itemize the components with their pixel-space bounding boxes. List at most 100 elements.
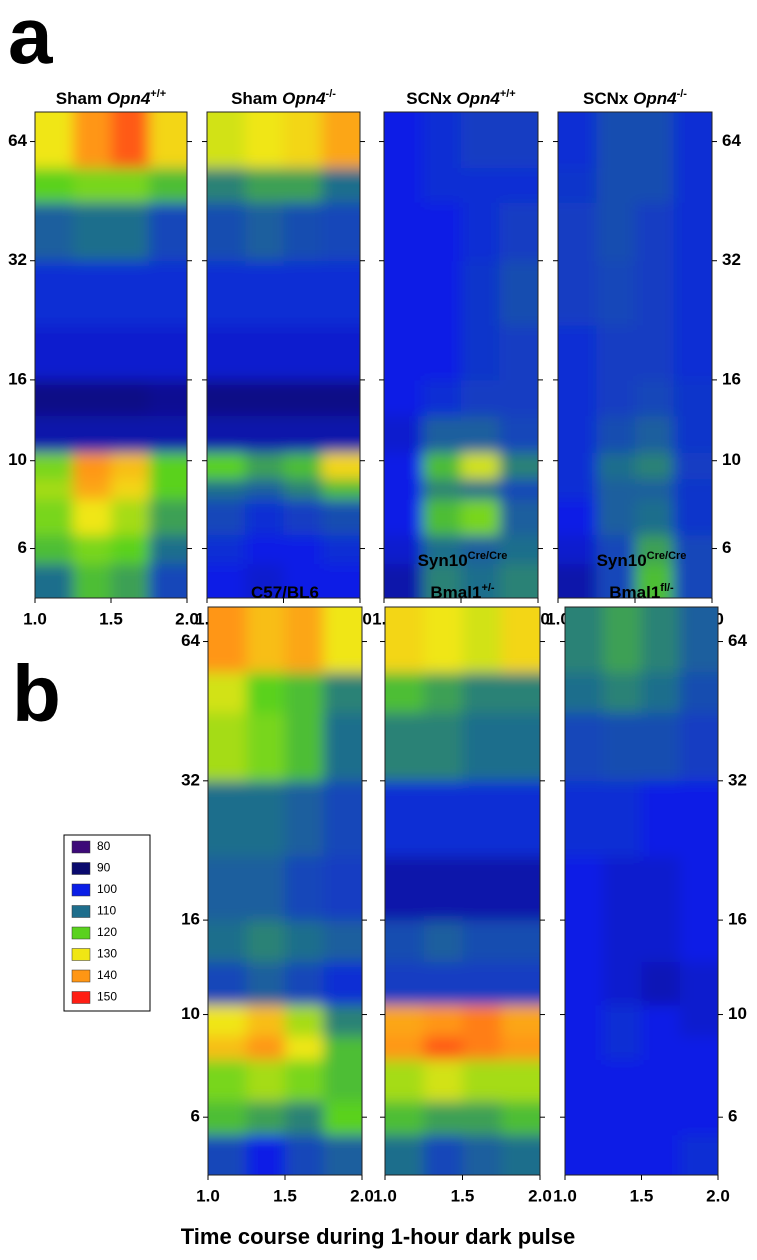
- heatmap-cell: [246, 607, 286, 673]
- heatmap-cell: [245, 112, 284, 169]
- heatmap-cell: [285, 961, 324, 1006]
- heatmap-cell: [565, 780, 604, 857]
- heatmap-cell: [384, 563, 423, 598]
- heatmap-cell: [423, 607, 463, 673]
- heatmap-cell: [558, 260, 597, 326]
- heatmap-panel: [35, 112, 187, 598]
- heatmap-cell: [461, 379, 500, 417]
- heatmap-cell: [603, 856, 642, 921]
- heatmap-cell: [385, 856, 425, 921]
- heatmap-cell: [149, 167, 187, 203]
- heatmap-cell: [565, 607, 604, 673]
- heatmap-cell: [635, 325, 674, 381]
- heatmap-cell: [596, 415, 636, 453]
- heatmap-cell: [385, 1035, 425, 1060]
- heatmap-cell: [111, 202, 150, 262]
- heatmap-cell: [73, 112, 112, 169]
- heatmap-cell: [285, 712, 324, 782]
- heatmap-cell: [423, 671, 463, 713]
- heatmap-cell: [323, 607, 362, 673]
- heatmap-cell: [283, 379, 323, 417]
- legend-label: 120: [97, 925, 117, 939]
- legend-swatch: [71, 883, 91, 897]
- heatmap-cell: [603, 961, 642, 1006]
- heatmap-cell: [558, 379, 597, 417]
- heatmap-cell: [462, 961, 502, 1006]
- title-part: -/-: [677, 88, 688, 100]
- heatmap-cell: [245, 325, 284, 381]
- panel-title: Sham Opn4-/-: [231, 88, 336, 109]
- heatmap-cell: [499, 563, 538, 598]
- heatmap-cell: [423, 712, 463, 782]
- heatmap-cell: [321, 167, 360, 203]
- legend-label: 90: [97, 861, 111, 875]
- y-tick-label: 64: [8, 131, 27, 150]
- heatmap-cell: [208, 1101, 247, 1136]
- heatmap-cell: [385, 1101, 425, 1136]
- heatmap-cell: [323, 856, 362, 921]
- heatmap-cell: [501, 712, 540, 782]
- heatmap-cell: [423, 1101, 463, 1136]
- heatmap-cell: [111, 112, 150, 169]
- y-tick-label: 16: [8, 369, 27, 388]
- panel-title: Sham Opn4+/+: [56, 88, 166, 109]
- heatmap-panel: [558, 112, 712, 598]
- title-part: +/+: [500, 88, 516, 100]
- heatmap-cell: [208, 1004, 247, 1037]
- heatmap-cell: [461, 260, 500, 326]
- heatmap-cell: [565, 961, 604, 1006]
- heatmap-cell: [596, 499, 636, 536]
- heatmap-cell: [208, 780, 247, 857]
- heatmap-cell: [149, 112, 187, 169]
- title-part: Opn4: [282, 89, 326, 108]
- legend-swatch: [71, 991, 91, 1004]
- heatmap-cell: [35, 167, 74, 203]
- heatmap-cell: [422, 534, 462, 564]
- heatmap-cell: [35, 379, 74, 417]
- heatmap-cell: [111, 563, 150, 598]
- heatmap-cell: [321, 534, 360, 564]
- heatmap-cell: [384, 415, 423, 453]
- heatmap-cell: [422, 563, 462, 598]
- x-tick-label: 1.0: [23, 609, 47, 628]
- heatmap-cell: [501, 856, 540, 921]
- heatmap-cell: [596, 202, 636, 262]
- heatmap-cell: [558, 202, 597, 262]
- heatmap-cell: [384, 167, 423, 203]
- heatmap-cell: [641, 961, 681, 1006]
- panel-title: Bmal1fl/-: [609, 582, 674, 603]
- heatmap-cell: [603, 1059, 642, 1102]
- heatmap-cell: [635, 534, 674, 564]
- heatmap-cell: [321, 325, 360, 381]
- heatmap-cell: [208, 712, 247, 782]
- heatmap-cell: [603, 920, 642, 963]
- heatmap-cell: [461, 534, 500, 564]
- x-tick-label: 1.5: [273, 1186, 297, 1205]
- heatmap-cell: [149, 563, 187, 598]
- title-part: C57/BL6: [251, 583, 319, 602]
- heatmap-cell: [111, 167, 150, 203]
- heatmap-cell: [679, 607, 718, 673]
- y-tick-label: 32: [728, 770, 747, 789]
- heatmap-cell: [73, 452, 112, 480]
- heatmap-cell: [321, 379, 360, 417]
- heatmap-cell: [596, 112, 636, 169]
- heatmap-cell: [149, 415, 187, 453]
- heatmap-panel: [565, 607, 718, 1175]
- heatmap-cell: [283, 499, 323, 536]
- y-tick-label: 32: [8, 250, 27, 269]
- heatmap-cell: [35, 478, 74, 500]
- heatmap-cell: [35, 112, 74, 169]
- heatmap-cell: [208, 920, 247, 963]
- heatmap-cell: [603, 1134, 642, 1175]
- heatmap-cell: [635, 167, 674, 203]
- title-part: Sham: [56, 89, 107, 108]
- heatmap-cell: [565, 671, 604, 713]
- heatmap-cell: [246, 1035, 286, 1060]
- heatmap-cell: [462, 712, 502, 782]
- heatmap-cell: [246, 671, 286, 713]
- heatmap-cell: [462, 1059, 502, 1102]
- y-tick-label: 10: [728, 1004, 747, 1023]
- heatmap-cell: [635, 379, 674, 417]
- heatmap-cell: [111, 478, 150, 500]
